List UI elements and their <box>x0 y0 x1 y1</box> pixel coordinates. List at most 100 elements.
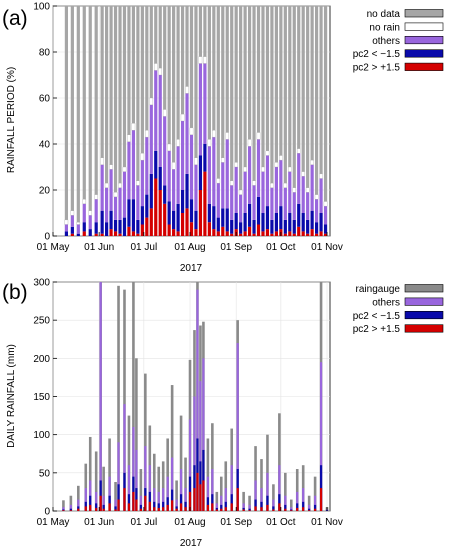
bar-others <box>180 121 185 190</box>
bar-pc2_gt <box>136 233 140 236</box>
bar-others <box>114 499 117 511</box>
bar-no_data <box>158 6 162 69</box>
bar-pc2_gt <box>162 507 165 511</box>
bar-raingauge <box>77 485 80 511</box>
bar-no_rain <box>198 56 203 64</box>
bar-pc2_gt <box>236 488 239 511</box>
bar-pc2_lt <box>95 503 98 511</box>
bar-pc2_gt <box>108 503 111 511</box>
bar-others <box>166 476 169 511</box>
bar-no_rain <box>288 166 292 172</box>
bar-pc2_gt <box>239 233 243 236</box>
panel-a-legend: no data no rain others pc2 < −1.5 pc2 > +1.5 <box>353 9 444 74</box>
bar-no_rain <box>279 155 283 161</box>
bar-raingauge <box>254 446 257 511</box>
bar-pc2_gt <box>118 233 122 236</box>
bar-pc2_gt <box>84 506 87 511</box>
bar-pc2_gt <box>211 503 214 511</box>
bar-pc2_gt <box>212 229 216 236</box>
bar-pc2_lt <box>207 203 211 223</box>
bar-no_rain <box>167 143 171 152</box>
bar-others <box>308 504 311 511</box>
bar-pc2_lt <box>114 506 117 511</box>
bar-no_rain <box>319 173 323 179</box>
bar-raingauge <box>248 495 251 511</box>
panel-b-legend: raingauge others pc2 < −1.5 pc2 > +1.5 <box>353 284 444 335</box>
bar-pc2_gt <box>127 503 131 511</box>
x-tick-label: 01 May <box>37 517 70 528</box>
bar-no_data <box>216 6 220 179</box>
bar-pc2_lt <box>247 203 252 227</box>
bar-others <box>301 176 305 213</box>
bar-pc2_lt <box>314 504 317 511</box>
bar-pc2_lt <box>302 501 305 511</box>
bar-others <box>172 169 176 211</box>
bar-others <box>99 282 102 511</box>
legend-label-pc2_gt: pc2 > +1.5 <box>353 63 401 74</box>
bar-pc2_lt <box>308 508 311 511</box>
bar-pc2_lt <box>279 206 283 230</box>
panel-a-ticks: 0 20 40 60 80 100 01 May 01 Jun 01 Jul 01 Aug 01 S… <box>33 2 343 254</box>
bar-no_rain <box>162 109 167 117</box>
bar-pc2_gt <box>306 233 310 236</box>
y-tick-label: 40 <box>39 140 51 151</box>
bar-pc2_gt <box>203 171 207 236</box>
panel-b-ticks: 0 50 100 150 200 250 300 01 May 01 Jun 01 Jul 01 A… <box>33 278 343 529</box>
panel-b-x-axis-label: 2017 <box>180 538 203 549</box>
bar-pc2_lt <box>323 224 328 234</box>
bar-pc2_lt <box>239 222 243 234</box>
bar-others <box>272 499 275 511</box>
bar-others <box>265 155 270 207</box>
bar-no_data <box>292 6 296 188</box>
bar-no_rain <box>203 56 207 64</box>
bar-pc2_gt <box>70 233 74 236</box>
bar-raingauge <box>179 415 183 511</box>
bar-no_data <box>163 6 167 110</box>
bar-pc2_lt <box>248 508 251 511</box>
bar-others <box>230 185 234 220</box>
bar-no_data <box>319 6 323 174</box>
bar-no_rain <box>274 162 279 168</box>
bar-no_rain <box>305 187 310 193</box>
bar-others <box>310 164 314 211</box>
bar-no_rain <box>229 180 234 186</box>
bar-others <box>319 362 323 511</box>
bar-others <box>202 358 205 511</box>
bar-pc2_gt <box>230 233 234 236</box>
panel-a-x-axis-label: 2017 <box>180 263 203 274</box>
bar-no_data <box>225 6 229 133</box>
bar-raingauge <box>295 469 299 511</box>
bar-no_data <box>180 6 185 115</box>
bar-others <box>127 141 131 200</box>
bar-others <box>189 134 194 200</box>
bar-pc2_gt <box>248 510 251 511</box>
bar-pc2_gt <box>123 488 126 511</box>
bar-pc2_gt <box>171 500 174 511</box>
bar-no_data <box>314 6 319 195</box>
bar-others <box>127 465 131 511</box>
bar-no_rain <box>76 222 81 225</box>
bar-pc2_lt <box>167 201 171 225</box>
bar-others <box>84 488 87 511</box>
bar-no_rain <box>310 159 314 165</box>
bar-no_rain <box>136 180 140 186</box>
bar-pc2_gt <box>314 508 317 511</box>
bar-pc2_lt <box>234 213 238 230</box>
bar-pc2_gt <box>288 231 292 236</box>
bar-no_rain <box>301 171 305 177</box>
bar-no_data <box>243 6 247 167</box>
bar-no_rain <box>194 157 198 165</box>
bar-no_data <box>274 6 278 163</box>
bar-pc2_lt <box>206 497 209 511</box>
bar-no_rain <box>234 162 238 168</box>
bar-others <box>184 488 187 511</box>
bar-no_rain <box>109 164 113 170</box>
bar-pc2_lt <box>254 499 257 511</box>
bar-pc2_lt <box>113 219 118 232</box>
bar-raingauge <box>117 285 120 511</box>
bar-pc2_gt <box>206 504 209 511</box>
bar-pc2_lt <box>310 210 314 230</box>
bar-pc2_lt <box>140 206 144 225</box>
bar-pc2_lt <box>194 210 198 230</box>
bar-raingauge <box>152 453 156 511</box>
